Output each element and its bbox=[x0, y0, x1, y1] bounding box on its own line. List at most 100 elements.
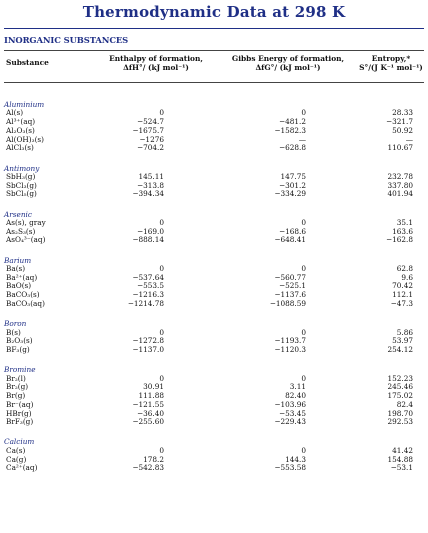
table-row: Al₂O₃(s) −1675.7 −1582.3 50.92 bbox=[4, 125, 424, 136]
table-row: Ba²⁺(aq) −537.64 −560.77 9.6 bbox=[4, 272, 424, 283]
cell-enthalpy: 0 bbox=[159, 108, 164, 118]
cell-substance: SbCl₅(g) bbox=[6, 189, 37, 199]
cell-enthalpy: −36.40 bbox=[136, 408, 164, 418]
group-name: Boron bbox=[4, 319, 27, 329]
cell-entropy: 62.8 bbox=[396, 263, 413, 273]
cell-enthalpy: −524.7 bbox=[136, 117, 164, 127]
cell-gibbs: −168.6 bbox=[278, 226, 306, 236]
cell-entropy: — bbox=[405, 134, 413, 144]
cell-entropy: 232.78 bbox=[387, 171, 413, 181]
cell-entropy: 41.42 bbox=[392, 445, 413, 455]
cell-substance: Br₂(g) bbox=[6, 382, 29, 392]
cell-substance: SbCl₃(g) bbox=[6, 180, 37, 190]
table-row: AsO₄³⁻(aq) −888.14 −648.41 −162.8 bbox=[4, 236, 424, 245]
cell-enthalpy: −1216.3 bbox=[132, 290, 164, 300]
cell-enthalpy: −553.5 bbox=[136, 281, 164, 291]
cell-entropy: 163.6 bbox=[392, 226, 413, 236]
cell-substance: Al³⁺(aq) bbox=[6, 117, 36, 127]
cell-entropy: 292.53 bbox=[387, 417, 413, 427]
table-row: Br₂(l) 0 0 152.23 bbox=[4, 373, 424, 384]
table-row: SbH₃(g) 145.11 147.75 232.78 bbox=[4, 171, 424, 182]
cell-substance: B(s) bbox=[6, 327, 21, 337]
cell-entropy: 70.42 bbox=[392, 281, 413, 291]
header-entropy-line2: S°/(J K⁻¹ mol⁻¹) bbox=[359, 63, 423, 72]
cell-entropy: 337.80 bbox=[387, 180, 413, 190]
group-spacer bbox=[4, 199, 424, 209]
cell-enthalpy: −888.14 bbox=[132, 235, 164, 245]
table-row: Ca(g) 178.2 144.3 154.88 bbox=[4, 454, 424, 465]
cell-substance: Al(OH)₃(s) bbox=[6, 134, 45, 144]
cell-enthalpy: 0 bbox=[159, 373, 164, 383]
cell-enthalpy: −704.2 bbox=[136, 143, 164, 153]
group-name: Calcium bbox=[4, 437, 35, 447]
header-substance: Substance bbox=[6, 58, 49, 67]
cell-enthalpy: 0 bbox=[159, 445, 164, 455]
cell-entropy: 28.33 bbox=[392, 108, 413, 118]
cell-gibbs: 0 bbox=[301, 445, 306, 455]
table-row: BaCO₃(aq) −1214.78 −1088.59 −47.3 bbox=[4, 299, 424, 309]
cell-entropy: 110.67 bbox=[387, 143, 413, 153]
cell-entropy: 82.4 bbox=[396, 399, 413, 409]
table-row: Al(OH)₃(s) −1276 — — bbox=[4, 134, 424, 145]
cell-enthalpy: −537.64 bbox=[132, 272, 164, 282]
header-gibbs-line2: ΔfG°/ (kJ mol⁻¹) bbox=[255, 63, 321, 72]
cell-substance: B₂O₃(s) bbox=[6, 336, 33, 346]
cell-gibbs: −553.58 bbox=[274, 463, 306, 473]
cell-entropy: 152.23 bbox=[387, 373, 413, 383]
group-spacer bbox=[4, 427, 424, 437]
cell-gibbs: — bbox=[298, 134, 306, 144]
cell-gibbs: 82.40 bbox=[285, 391, 306, 401]
cell-enthalpy: 0 bbox=[159, 327, 164, 337]
header-entropy: Entropy,* S°/(J K⁻¹ mol⁻¹) bbox=[356, 54, 426, 72]
table-body: Aluminium Al(s) 0 0 28.33 Al³⁺(aq) −524.7 −481.… bbox=[4, 100, 424, 473]
cell-substance: BaO(s) bbox=[6, 281, 32, 291]
cell-gibbs: −648.41 bbox=[274, 235, 306, 245]
cell-enthalpy: −121.55 bbox=[132, 399, 164, 409]
table-row: BaO(s) −553.5 −525.1 70.42 bbox=[4, 282, 424, 291]
table-header: Substance Enthalpy of formation, ΔfH°/ (… bbox=[4, 50, 424, 83]
group-name: Arsenic bbox=[4, 209, 32, 219]
cell-substance: Ba²⁺(aq) bbox=[6, 272, 38, 282]
cell-substance: Ca(s) bbox=[6, 445, 26, 455]
cell-gibbs: 0 bbox=[301, 108, 306, 118]
cell-gibbs: −1582.3 bbox=[274, 125, 306, 135]
header-enthalpy: Enthalpy of formation, ΔfH°/ (kJ mol⁻¹) bbox=[98, 54, 214, 72]
table-row: BaCO₃(s) −1216.3 −1137.6 112.1 bbox=[4, 290, 424, 300]
header-gibbs-line1: Gibbs Energy of formation, bbox=[231, 54, 345, 63]
cell-gibbs: 0 bbox=[301, 217, 306, 227]
page-title: Thermodynamic Data at 298 K bbox=[82, 3, 346, 21]
cell-gibbs: −628.8 bbox=[278, 143, 306, 153]
table-row: Br⁻(aq) −121.55 −103.96 82.4 bbox=[4, 399, 424, 410]
cell-entropy: 53.97 bbox=[392, 336, 413, 346]
table-row: Ca²⁺(aq) −542.83 −553.58 −53.1 bbox=[4, 464, 424, 473]
cell-substance: BaCO₃(s) bbox=[6, 290, 40, 300]
cell-substance: AsO₄³⁻(aq) bbox=[6, 235, 46, 245]
cell-enthalpy: −1675.7 bbox=[132, 125, 164, 135]
group-name: Bromine bbox=[4, 365, 36, 375]
table-row: HBr(g) −36.40 −53.45 198.70 bbox=[4, 408, 424, 419]
header-gibbs: Gibbs Energy of formation, ΔfG°/ (kJ mol… bbox=[224, 54, 352, 72]
cell-gibbs: −103.96 bbox=[274, 399, 306, 409]
cell-gibbs: 0 bbox=[301, 327, 306, 337]
cell-gibbs: 147.75 bbox=[280, 171, 306, 181]
cell-gibbs: −1120.3 bbox=[274, 345, 306, 355]
cell-enthalpy: −394.34 bbox=[132, 189, 164, 199]
cell-entropy: 401.94 bbox=[387, 189, 413, 199]
cell-substance: Al₂O₃(s) bbox=[6, 125, 35, 135]
cell-gibbs: 144.3 bbox=[285, 454, 306, 464]
cell-entropy: 9.6 bbox=[401, 272, 413, 282]
cell-enthalpy: 145.11 bbox=[138, 171, 164, 181]
group-name: Antimony bbox=[4, 163, 40, 173]
group-name: Barium bbox=[4, 255, 32, 265]
cell-enthalpy: −169.0 bbox=[136, 226, 164, 236]
table-row: Ba(s) 0 0 62.8 bbox=[4, 263, 424, 274]
cell-enthalpy: −313.8 bbox=[136, 180, 164, 190]
cell-gibbs: 0 bbox=[301, 263, 306, 273]
header-enthalpy-line2: ΔfH°/ (kJ mol⁻¹) bbox=[123, 63, 189, 72]
cell-entropy: 35.1 bbox=[396, 217, 413, 227]
cell-substance: Al(s) bbox=[6, 108, 24, 118]
table-row: BrF₃(g) −255.60 −229.43 292.53 bbox=[4, 418, 424, 427]
cell-substance: Br₂(l) bbox=[6, 373, 26, 383]
cell-entropy: −162.8 bbox=[385, 235, 413, 245]
cell-entropy: 198.70 bbox=[387, 408, 413, 418]
